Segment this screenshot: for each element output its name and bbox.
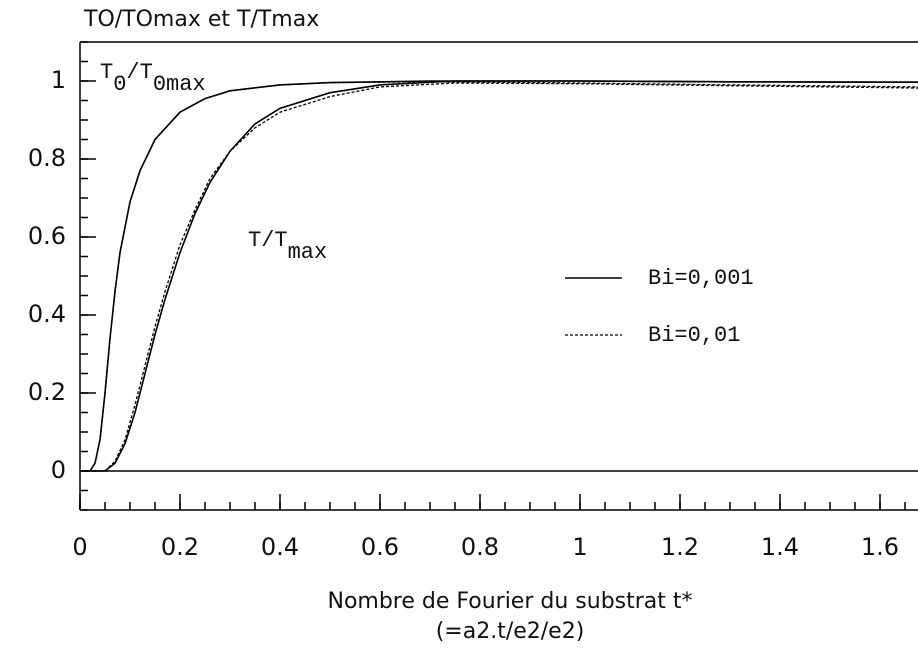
legend-label: Bi=0,01 (648, 323, 740, 348)
y-tick-label: 0.6 (28, 222, 66, 250)
curve (80, 82, 918, 472)
curve (80, 80, 918, 472)
y-tick-label: 0 (51, 456, 66, 484)
x-tick-label: 1.4 (761, 533, 799, 561)
y-axis-label: TO/TOmax et T/Tmax (83, 7, 319, 32)
x-tick-label: 1.6 (861, 533, 899, 561)
y-tick-label: 0.8 (28, 144, 66, 172)
annotation: T0/T0max (100, 60, 206, 97)
x-axis-label: (=a2.t/e2/e2) (436, 619, 585, 644)
annotation-part: T/T (248, 228, 288, 253)
x-tick-label: 0.2 (161, 533, 199, 561)
annotation-part: 0max (153, 72, 206, 97)
annotation-part: 0 (113, 72, 126, 97)
x-tick-label: 0.8 (461, 533, 499, 561)
y-tick-label: 1 (51, 66, 66, 94)
curve (80, 81, 918, 472)
x-axis-label: Nombre de Fourier du substrat t* (327, 589, 692, 614)
x-tick-label: 0 (72, 533, 87, 561)
legend-label: Bi=0,001 (648, 266, 754, 291)
x-tick-label: 1 (572, 533, 587, 561)
annotation-part: T (100, 60, 113, 85)
curve (80, 80, 918, 472)
x-tick-label: 0.6 (361, 533, 399, 561)
y-tick-label: 0.4 (28, 300, 66, 328)
annotation-part: /T (126, 60, 152, 85)
annotation-part: max (288, 240, 328, 265)
x-tick-label: 0.4 (261, 533, 299, 561)
y-tick-label: 0.2 (28, 378, 66, 406)
annotation: T/Tmax (248, 228, 327, 265)
x-tick-label: 1.2 (661, 533, 699, 561)
